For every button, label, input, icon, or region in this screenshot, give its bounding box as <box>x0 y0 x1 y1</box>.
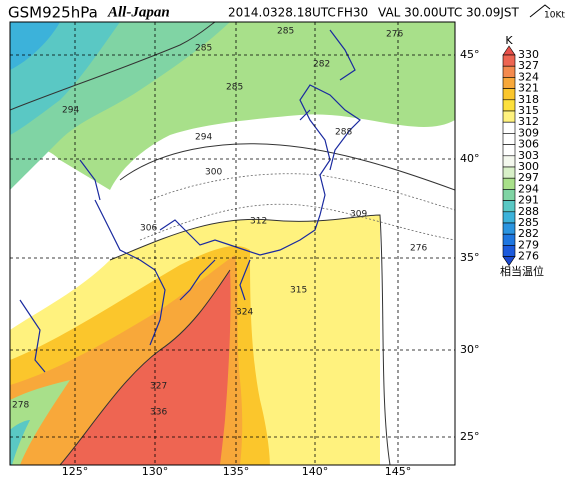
colorbar-label: 276 <box>518 250 539 263</box>
contour-label: 278 <box>12 401 29 411</box>
colorbar-swatch <box>502 155 516 168</box>
colorbar-label: 306 <box>518 138 539 151</box>
latitude-label: 45° <box>460 48 480 61</box>
colorbar-arrow <box>502 256 516 267</box>
forecast-hour: FH30 <box>337 6 368 20</box>
colorbar-arrow <box>502 45 516 56</box>
contour-label: 282 <box>313 60 330 70</box>
colorbar-label: 321 <box>518 82 539 95</box>
region-title: All-Japan <box>107 4 170 20</box>
colorbar-swatch <box>502 88 516 101</box>
barb-legend <box>529 4 551 18</box>
contour-label: 276 <box>386 30 403 40</box>
colorbar-swatch <box>502 200 516 213</box>
valid-time: VAL 30.00UTC <box>378 6 462 20</box>
map-area <box>10 22 455 465</box>
latitude-label: 35° <box>460 251 480 264</box>
contour-label: 315 <box>290 286 307 296</box>
colorbar-caption: 相当温位 <box>500 264 544 278</box>
colorbar-label: 330 <box>518 48 539 61</box>
contour-label: 294 <box>195 133 212 143</box>
colorbar: 3303273243213183153123093063033002972942… <box>502 45 539 267</box>
latitude-label: 30° <box>460 343 480 356</box>
contour-label: 312 <box>250 217 267 227</box>
colorbar-label: 309 <box>518 126 539 139</box>
colorbar-swatch <box>502 121 516 134</box>
longitude-label: 130° <box>142 465 169 478</box>
colorbar-swatch <box>502 211 516 224</box>
colorbar-label: 300 <box>518 160 539 173</box>
colorbar-unit: K <box>505 34 513 47</box>
contour-label: 306 <box>140 224 157 234</box>
colorbar-label: 327 <box>518 59 539 72</box>
colorbar-label: 312 <box>518 115 539 128</box>
contour-label: 285 <box>195 44 212 54</box>
colorbar-swatch <box>502 222 516 235</box>
longitude-label: 140° <box>302 465 329 478</box>
colorbar-swatch <box>502 233 516 246</box>
colorbar-label: 303 <box>518 149 539 162</box>
contour-label: 309 <box>350 210 367 220</box>
colorbar-label: 294 <box>518 182 539 195</box>
longitude-label: 135° <box>223 465 250 478</box>
contour-label: 336 <box>150 408 167 418</box>
colorbar-swatch <box>502 189 516 201</box>
longitude-label: 145° <box>385 465 412 478</box>
init-time: 2014.0328.18UTC <box>228 6 336 20</box>
contour-label: 285 <box>277 27 294 37</box>
lat-lon-grid: 45° 40° 35° 30° 25° 125° 130° 135° 140° 145° <box>10 22 480 478</box>
contour-label: 294 <box>62 106 79 116</box>
longitude-label: 125° <box>62 465 89 478</box>
colorbar-label: 282 <box>518 227 539 240</box>
contour-label: 288 <box>335 128 352 138</box>
colorbar-swatch <box>502 245 516 257</box>
colorbar-label: 318 <box>518 93 539 106</box>
colorbar-swatch <box>502 166 516 179</box>
colorbar-swatch <box>502 77 516 89</box>
contour-label: 300 <box>205 168 222 178</box>
map-frame <box>9 21 456 466</box>
contour-label: 324 <box>236 308 253 318</box>
colorbar-swatch <box>502 99 516 112</box>
contour-label: 327 <box>150 382 167 392</box>
latitude-label: 25° <box>460 430 480 443</box>
model-title: GSM925hPa <box>8 4 98 22</box>
latitude-label: 40° <box>460 152 480 165</box>
colorbar-label: 324 <box>518 70 539 83</box>
colorbar-swatch <box>502 110 516 123</box>
colorbar-swatch <box>502 133 516 145</box>
colorbar-label: 291 <box>518 194 539 207</box>
colorbar-label: 315 <box>518 104 539 117</box>
colorbar-swatch <box>502 65 516 78</box>
colorbar-label: 279 <box>518 238 539 251</box>
colorbar-swatch <box>502 177 516 190</box>
barb-unit: 10Kt <box>544 11 565 21</box>
colorbar-label: 288 <box>518 205 539 218</box>
colorbar-swatch <box>502 54 516 67</box>
valid-jst: 30.09JST <box>466 6 520 20</box>
colorbar-label: 285 <box>518 216 539 229</box>
contour-label: 285 <box>226 83 243 93</box>
contour-label: 276 <box>410 244 427 254</box>
colorbar-swatch <box>502 144 516 157</box>
colorbar-label: 297 <box>518 171 539 184</box>
